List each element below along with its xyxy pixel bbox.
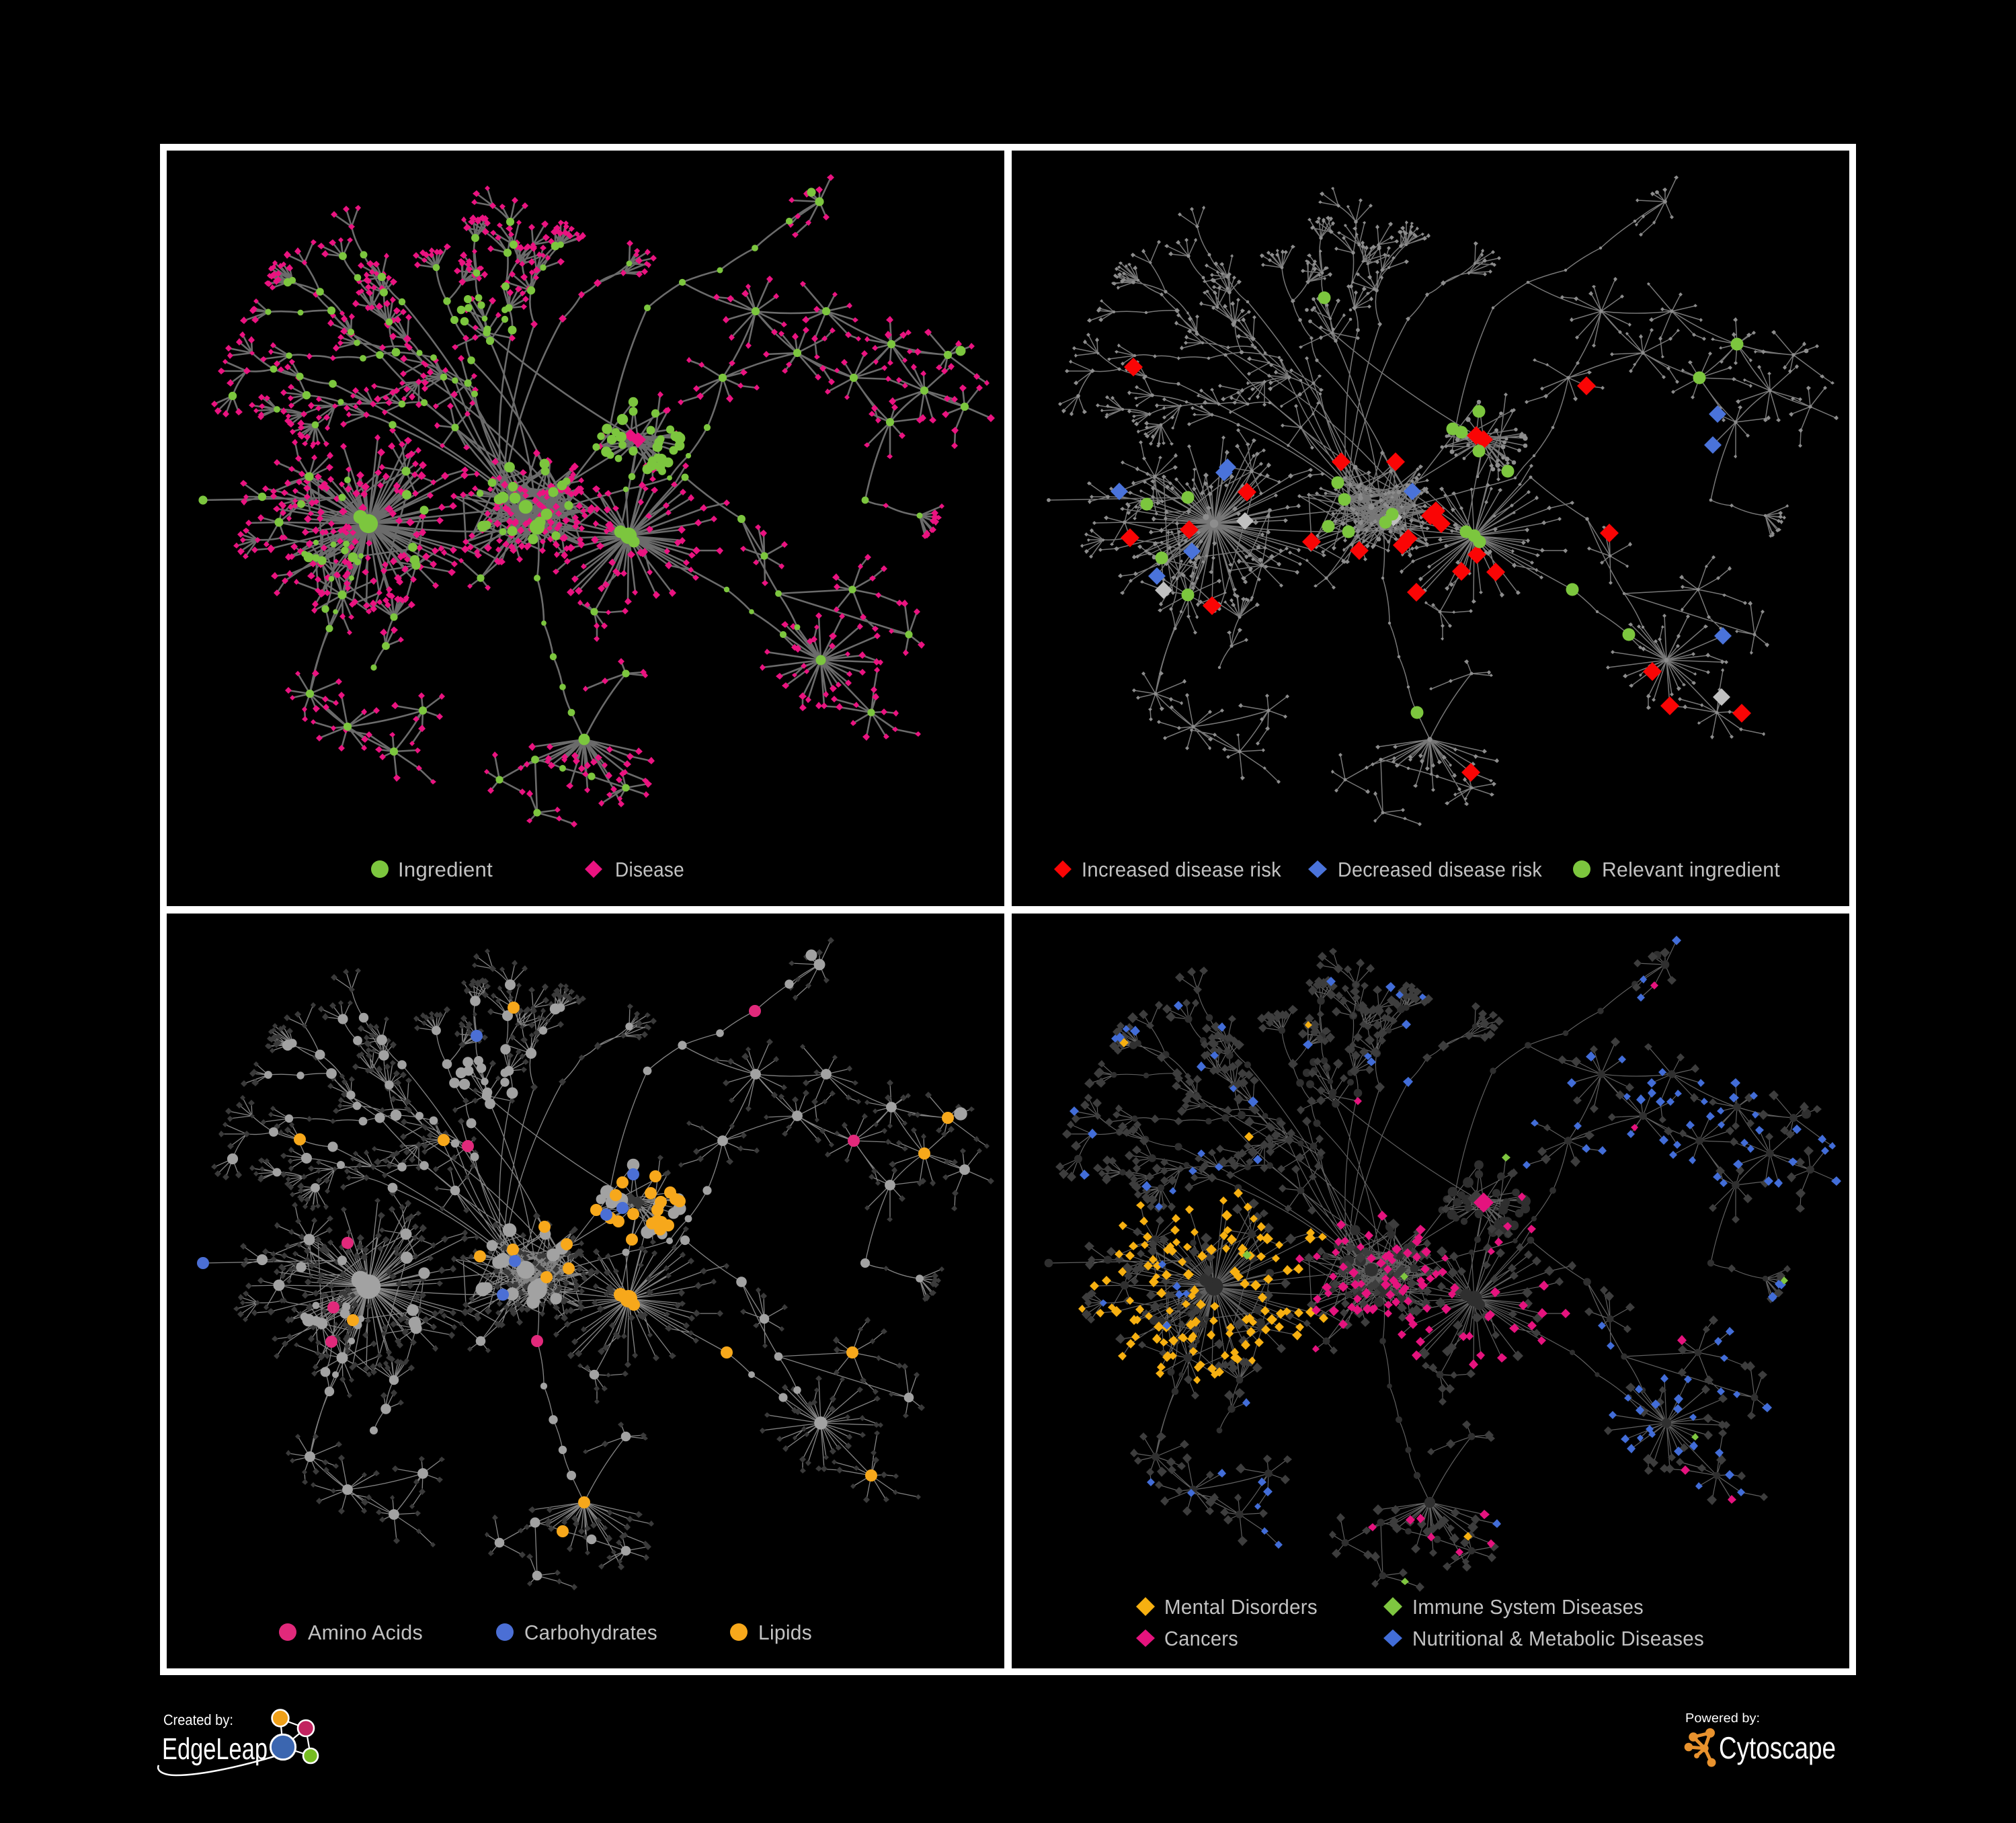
svg-text:Cancers: Cancers — [1164, 1627, 1238, 1650]
svg-text:Disease: Disease — [615, 858, 684, 881]
svg-text:Increased disease risk: Increased disease risk — [1082, 858, 1281, 881]
svg-text:Ingredient: Ingredient — [398, 858, 493, 881]
svg-text:Cytoscape: Cytoscape — [1719, 1730, 1836, 1765]
svg-text:Nutritional & Metabolic Diseas: Nutritional & Metabolic Diseases — [1412, 1627, 1704, 1650]
svg-text:Carbohydrates: Carbohydrates — [524, 1621, 657, 1644]
svg-text:EdgeLeap: EdgeLeap — [162, 1732, 268, 1766]
svg-text:Immune System Diseases: Immune System Diseases — [1412, 1596, 1644, 1619]
svg-text:Relevant ingredient: Relevant ingredient — [1602, 858, 1780, 881]
svg-text:Mental Disorders: Mental Disorders — [1164, 1596, 1318, 1619]
svg-text:Amino Acids: Amino Acids — [308, 1621, 423, 1644]
svg-text:Powered by:: Powered by: — [1685, 1711, 1760, 1726]
svg-text:Created by:: Created by: — [163, 1711, 233, 1728]
svg-text:Lipids: Lipids — [758, 1621, 812, 1644]
svg-text:Decreased disease risk: Decreased disease risk — [1338, 858, 1542, 881]
